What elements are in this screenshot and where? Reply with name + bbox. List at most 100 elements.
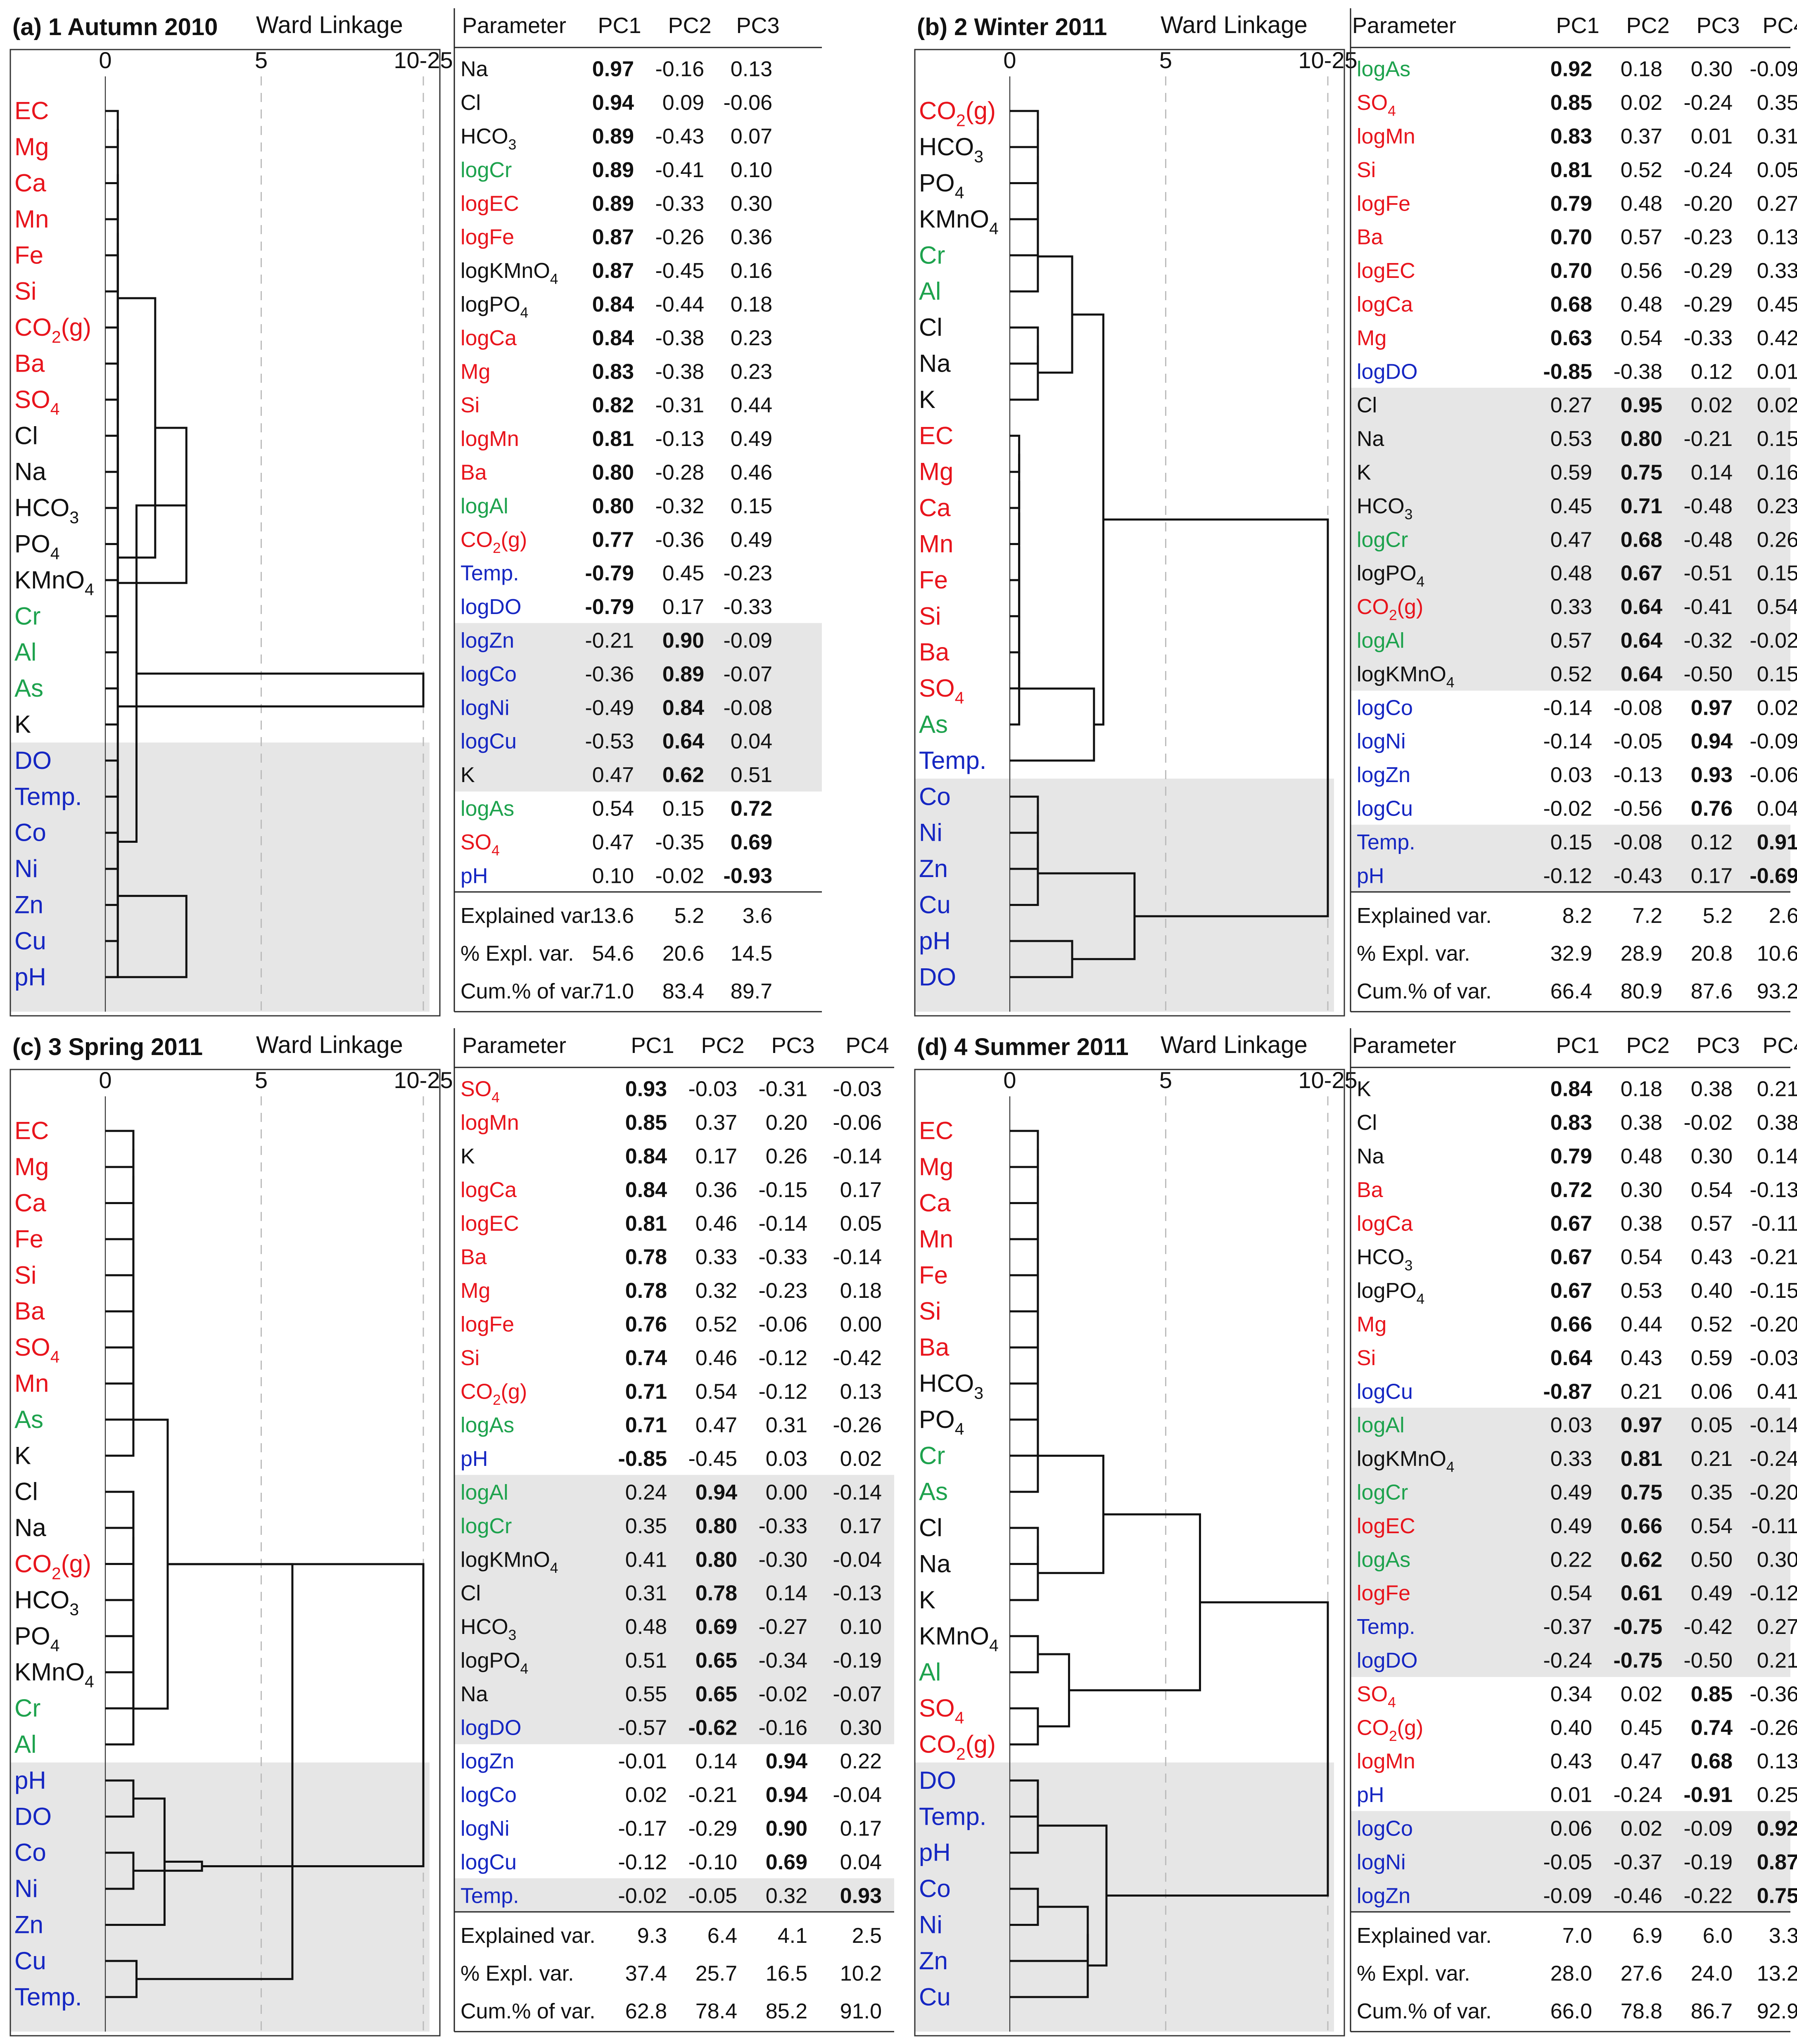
dendrogram-leaf-label-text: Co [919,783,951,810]
table-loading-value: 0.02 [1757,696,1797,720]
table-loading-value: 0.42 [1757,326,1797,350]
table-row-parameter-text: logFe [1357,1582,1410,1605]
table-loading-value: 0.65 [696,1682,737,1706]
table-loading-value: 0.46 [696,1346,737,1370]
dendrogram-leaf-label-sub: 4 [989,219,999,238]
table-summary-label: Explained var. [1357,904,1492,928]
dendrogram-leaf-label-text: CO [14,1550,52,1578]
table-row-parameter-text: CO [1357,1716,1389,1740]
table-header-cell: PC2 [668,13,711,38]
table-row-parameter-text: CO [461,1380,493,1404]
table-loading-value: -0.75 [1613,1615,1662,1639]
table-row-parameter: logPO4 [1357,562,1424,590]
table-row-parameter: pH [1357,864,1384,888]
table-row-parameter-sub: 4 [1417,574,1425,590]
table-row-shade [1351,421,1790,455]
table-loading-value: -0.11 [1751,1514,1797,1538]
dendrogram-leaf-label: Fe [919,1261,948,1289]
dendrogram-leaf-label-text: Ni [14,1875,38,1902]
table-loading-value: -0.21 [1683,427,1733,451]
table-loading-value: 0.64 [662,730,704,754]
table-summary-value: 87.6 [1691,979,1733,1003]
table-loading-value: 0.63 [1550,326,1592,350]
table-loading-value: 0.30 [1691,1145,1733,1169]
table-loading-value: 0.59 [1550,461,1592,485]
table-summary-value: 9.3 [637,1924,667,1948]
table-summary-value: 86.7 [1691,1999,1733,2023]
table-summary-value: 32.9 [1550,942,1592,966]
table-loading-value: -0.36 [585,662,634,686]
table-row-parameter-text: logCa [461,1178,517,1202]
table-row-parameter: SO4 [461,1077,500,1106]
table-loading-value: 0.52 [1621,158,1662,182]
dendrogram-leaf-label: Temp. [14,783,82,810]
table-row-parameter: Ba [461,1245,487,1269]
table-loading-value: 0.97 [1691,696,1733,720]
table-row-parameter: Na [461,1682,488,1706]
table-loading-value: 0.45 [1550,494,1592,518]
axis-tick-label: 10-25 [1298,1067,1357,1093]
table-loading-value: 0.30 [840,1716,882,1740]
dendrogram-leaf-label-text: Ba [14,1297,45,1325]
dendrogram-leaf-label: Temp. [14,1983,82,2011]
dendrogram-frame [914,49,1345,1017]
table-loading-value: -0.33 [758,1245,807,1269]
dendrogram-leaf-label: Co [14,819,46,847]
table-summary-value: 92.9 [1757,1999,1797,2023]
table-loading-value: 0.02 [1621,1682,1662,1706]
table-loading-value: 0.41 [625,1548,667,1572]
table-loading-value: -0.02 [618,1884,667,1908]
table-row-parameter: logCa [1357,293,1413,317]
table-loading-value: -0.14 [1543,696,1592,720]
table-loading-value: 0.18 [840,1279,882,1303]
dendrogram-link [105,372,119,401]
table-loading-value: 0.69 [766,1850,807,1874]
dendrogram-leaf-label-sub: 3 [69,1600,79,1619]
dendrogram-link [1010,1176,1039,1240]
table-loading-value: 0.17 [696,1145,737,1169]
table-row-parameter: logKMnO4 [461,259,558,287]
table-loading-value: 0.30 [1757,1548,1797,1572]
dendrogram-link [105,1797,166,1926]
dendrogram-shaded-group [10,742,430,1012]
table-row-parameter: Mg [1357,326,1386,350]
table-row-shade [1351,388,1790,422]
table-loading-value: -0.12 [758,1380,807,1404]
table-row-parameter: HCO3 [461,125,516,153]
table-summary-value: 20.6 [662,942,704,966]
dendrogram-leaf-label-sub: 4 [955,1708,964,1727]
dendrogram-leaf-label-text: EC [14,97,49,125]
dendrogram-title: Ward Linkage [1161,1031,1308,1058]
table-row-parameter: SO4 [1357,1682,1396,1711]
dendrogram-leaf-label-sub: 4 [50,1347,60,1366]
table-loading-value: -0.48 [1683,494,1733,518]
dendrogram-link [133,1418,169,1710]
table-row-parameter: logKMnO4 [461,1548,558,1576]
table-row-parameter-text: logMn [1357,125,1415,149]
table-row-parameter-sub: 2 [1389,1728,1397,1744]
table-row-parameter: Ba [1357,225,1383,249]
table-row-parameter-text: Na [1357,427,1384,451]
dendrogram-leaf-label: SO4 [919,674,964,707]
table-loading-value: -0.09 [1750,730,1797,754]
table-loading-value: 0.12 [1691,830,1733,854]
dendrogram-leaf-label-sub: 4 [85,1672,94,1691]
table-row-parameter: logAl [461,1481,508,1505]
table-loading-value: 0.00 [840,1313,882,1337]
table-loading-value: 0.47 [592,830,634,854]
table-loading-value: 0.48 [1550,562,1592,586]
table-loading-value: -0.23 [758,1279,807,1303]
table-row-parameter: logDO [1357,1649,1417,1673]
dendrogram-leaf-label: pH [14,963,46,991]
table-row-shade [454,1676,894,1711]
table-loading-value: 0.23 [731,326,772,350]
dendrogram-leaf-label-text: pH [14,1767,46,1794]
table-header-cell: PC2 [1626,13,1669,38]
dendrogram-leaf-label-text: Si [919,1297,941,1325]
table-row-parameter-sub: 4 [1388,1694,1396,1710]
table-row-parameter-text: logKMnO [461,259,550,283]
table-loading-value: 0.64 [1621,662,1662,686]
table-loading-value: -0.06 [833,1111,882,1135]
table-loading-value: 0.52 [696,1313,737,1337]
table-row-parameter-text: pH [461,1447,488,1471]
